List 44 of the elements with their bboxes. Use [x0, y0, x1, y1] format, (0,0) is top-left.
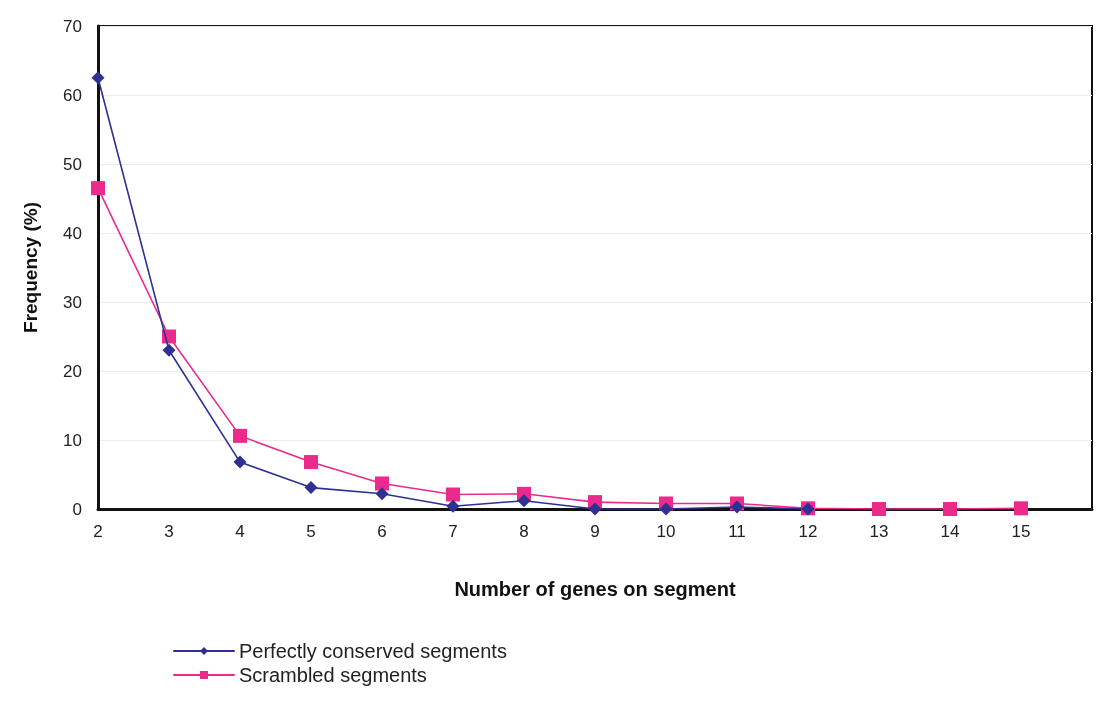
point: [943, 502, 957, 516]
point: [91, 181, 105, 196]
legend-label: Scrambled segments: [239, 664, 427, 686]
point: [91, 71, 105, 85]
x-tick-label: 14: [940, 522, 960, 541]
point: [304, 455, 318, 470]
point: [162, 343, 176, 357]
point: [1014, 501, 1028, 516]
legend-label: Perfectly conserved segments: [239, 640, 507, 662]
x-tick-label: 15: [1011, 522, 1031, 541]
x-axis-title: Number of genes on segment: [454, 578, 736, 600]
y-tick-label: 0: [72, 499, 82, 519]
x-tick-label: 10: [656, 522, 676, 541]
x-tick-label: 11: [728, 522, 746, 541]
y-tick-label: 10: [63, 430, 82, 450]
y-tick-label: 50: [63, 154, 82, 174]
point: [730, 500, 744, 514]
y-tick-label: 70: [63, 16, 82, 36]
y-tick-label: 20: [63, 361, 82, 381]
point: [659, 502, 673, 516]
x-tick-label: 6: [377, 522, 387, 541]
point: [872, 502, 886, 516]
y-tick-label: 60: [63, 85, 82, 105]
x-tick-label: 8: [519, 522, 529, 541]
x-tick-label: 4: [235, 522, 245, 541]
point: [446, 499, 460, 513]
x-tick-label: 5: [306, 522, 316, 541]
point: [233, 455, 247, 469]
point: [517, 494, 531, 508]
y-tick-label: 40: [63, 223, 82, 243]
x-tick-label: 7: [448, 522, 458, 541]
x-tick-label: 12: [798, 522, 818, 541]
point: [375, 487, 389, 501]
point: [304, 481, 318, 495]
x-tick-label: 2: [93, 522, 103, 541]
x-tick-label: 13: [869, 522, 889, 541]
point: [446, 487, 460, 502]
y-tick-label: 30: [63, 292, 82, 312]
point: [588, 502, 602, 516]
x-tick-label: 9: [590, 522, 600, 541]
point: [233, 428, 247, 443]
y-axis-title: Frequency (%): [20, 202, 41, 333]
x-tick-label: 3: [164, 522, 174, 541]
point: [375, 476, 389, 491]
